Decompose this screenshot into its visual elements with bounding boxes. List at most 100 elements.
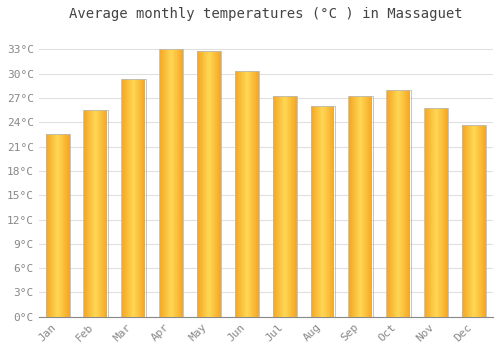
- Bar: [320, 106, 321, 317]
- Bar: [242, 71, 243, 317]
- Bar: [125, 79, 126, 317]
- Bar: [134, 79, 135, 317]
- Bar: [99, 110, 100, 317]
- Bar: [130, 79, 131, 317]
- Bar: [88, 110, 89, 317]
- Bar: [403, 90, 404, 317]
- Bar: [399, 90, 400, 317]
- Bar: [400, 90, 401, 317]
- Bar: [132, 79, 133, 317]
- Bar: [245, 71, 246, 317]
- Bar: [57, 134, 58, 317]
- Bar: [254, 71, 256, 317]
- Bar: [424, 108, 425, 317]
- Bar: [200, 51, 201, 317]
- Bar: [201, 51, 202, 317]
- Bar: [444, 108, 445, 317]
- Bar: [97, 110, 98, 317]
- Bar: [170, 49, 172, 317]
- Bar: [404, 90, 405, 317]
- Bar: [220, 51, 221, 317]
- Bar: [389, 90, 390, 317]
- Bar: [95, 110, 96, 317]
- Bar: [46, 134, 70, 317]
- Bar: [446, 108, 447, 317]
- Bar: [54, 134, 55, 317]
- Bar: [159, 49, 184, 317]
- Bar: [464, 125, 465, 317]
- Bar: [316, 106, 317, 317]
- Bar: [332, 106, 334, 317]
- Bar: [471, 125, 472, 317]
- Bar: [163, 49, 164, 317]
- Bar: [395, 90, 396, 317]
- Bar: [65, 134, 66, 317]
- Bar: [429, 108, 430, 317]
- Bar: [64, 134, 65, 317]
- Bar: [314, 106, 315, 317]
- Bar: [239, 71, 240, 317]
- Bar: [315, 106, 316, 317]
- Bar: [68, 134, 69, 317]
- Bar: [144, 79, 145, 317]
- Bar: [90, 110, 91, 317]
- Bar: [393, 90, 394, 317]
- Bar: [431, 108, 432, 317]
- Bar: [198, 51, 199, 317]
- Bar: [463, 125, 464, 317]
- Bar: [55, 134, 56, 317]
- Bar: [331, 106, 332, 317]
- Bar: [241, 71, 242, 317]
- Bar: [258, 71, 259, 317]
- Bar: [408, 90, 409, 317]
- Bar: [199, 51, 200, 317]
- Bar: [248, 71, 249, 317]
- Bar: [276, 96, 278, 317]
- Bar: [122, 79, 123, 317]
- Bar: [169, 49, 170, 317]
- Bar: [424, 108, 448, 317]
- Bar: [84, 110, 85, 317]
- Bar: [464, 125, 466, 317]
- Bar: [352, 96, 353, 317]
- Bar: [131, 79, 132, 317]
- Bar: [253, 71, 254, 317]
- Bar: [439, 108, 440, 317]
- Bar: [292, 96, 293, 317]
- Bar: [354, 96, 356, 317]
- Bar: [162, 49, 163, 317]
- Bar: [208, 51, 209, 317]
- Bar: [237, 71, 238, 317]
- Bar: [363, 96, 364, 317]
- Bar: [102, 110, 104, 317]
- Bar: [275, 96, 276, 317]
- Bar: [361, 96, 362, 317]
- Bar: [360, 96, 361, 317]
- Bar: [105, 110, 106, 317]
- Bar: [123, 79, 124, 317]
- Bar: [141, 79, 142, 317]
- Bar: [478, 125, 479, 317]
- Bar: [362, 96, 363, 317]
- Bar: [101, 110, 102, 317]
- Bar: [211, 51, 212, 317]
- Bar: [286, 96, 287, 317]
- Bar: [49, 134, 50, 317]
- Bar: [59, 134, 60, 317]
- Bar: [469, 125, 470, 317]
- Bar: [326, 106, 327, 317]
- Bar: [174, 49, 175, 317]
- Bar: [66, 134, 67, 317]
- Bar: [52, 134, 53, 317]
- Bar: [371, 96, 372, 317]
- Bar: [324, 106, 325, 317]
- Bar: [434, 108, 435, 317]
- Bar: [210, 51, 211, 317]
- Bar: [122, 79, 146, 317]
- Bar: [216, 51, 217, 317]
- Bar: [168, 49, 169, 317]
- Bar: [440, 108, 441, 317]
- Bar: [93, 110, 94, 317]
- Bar: [215, 51, 216, 317]
- Bar: [284, 96, 285, 317]
